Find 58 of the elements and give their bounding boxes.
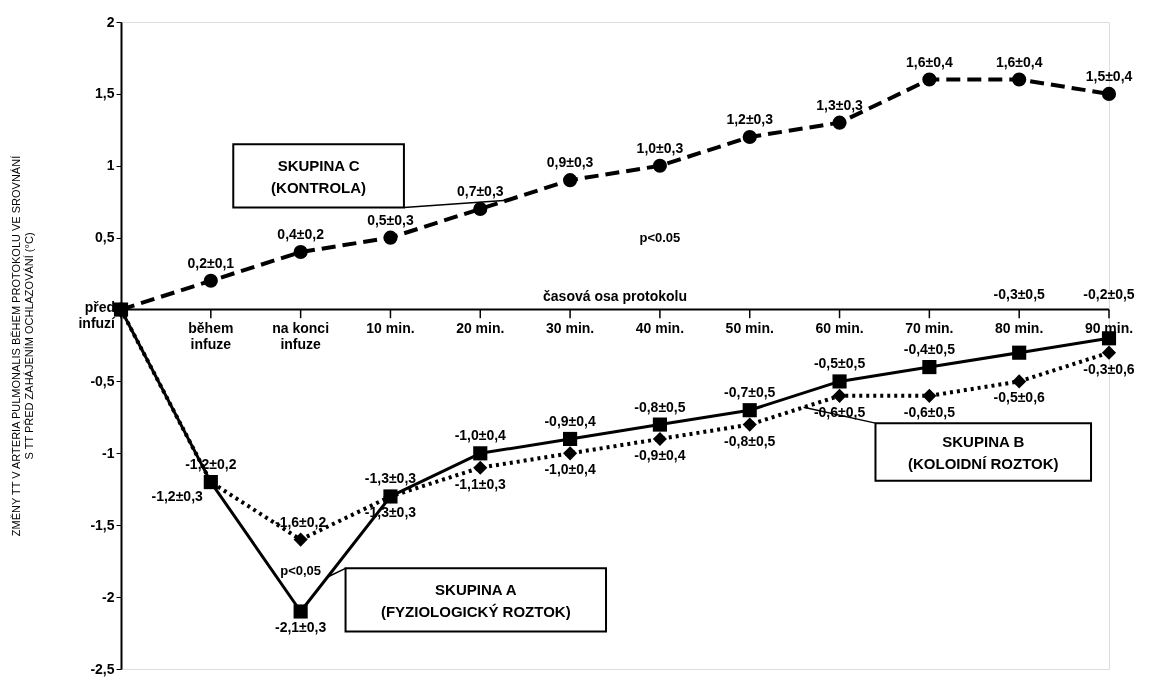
x-tick-label: 30 min. bbox=[545, 319, 595, 336]
data-label: -0,3±0,6 bbox=[1083, 360, 1135, 377]
data-label: -1,0±0,4 bbox=[454, 427, 507, 444]
data-label: -1,0±0,4 bbox=[544, 461, 596, 478]
y-tick-label: 1 bbox=[106, 157, 115, 174]
data-label: -0,3±0,5 bbox=[993, 285, 1046, 302]
x-tick-label: 50 min. bbox=[725, 319, 774, 336]
data-label: -0,7±0,5 bbox=[724, 384, 776, 401]
data-label: 0,4±0,2 bbox=[277, 226, 325, 243]
y-tick-label: -1,5 bbox=[90, 516, 115, 533]
data-label: 0,9±0,3 bbox=[546, 154, 594, 171]
data-label: 0,7±0,3 bbox=[456, 182, 504, 199]
y-tick-label: -2,5 bbox=[90, 660, 115, 677]
data-label: -2,1±0,3 bbox=[275, 619, 327, 636]
y-tick-label: 0,5 bbox=[95, 229, 115, 246]
annotation: p<0.05 bbox=[639, 229, 681, 245]
x-tick-label: 60 min. bbox=[815, 319, 864, 336]
x-tick-label: 40 min. bbox=[635, 319, 685, 336]
data-label: -1,3±0,3 bbox=[364, 470, 417, 487]
data-label: 1,6±0,4 bbox=[906, 53, 953, 70]
x-tick-label: na konci infuze bbox=[272, 319, 330, 352]
data-label: -0,2±0,5 bbox=[1083, 285, 1135, 302]
annotation: p<0,05 bbox=[280, 563, 322, 579]
text: SKUPINA C (KONTROLA) bbox=[271, 156, 367, 196]
data-label: -0,5±0,5 bbox=[813, 355, 866, 372]
x-tick-label: 10 min. bbox=[366, 319, 415, 336]
y-axis-title: ZMĚNY TT V ARTERIA PULMONALIS BĚHEM PROTOKOLU VE SROVNÁNÍ S TT PŘED ZAHÁJENÍM OCHLAZOVÁNÍ (°C) bbox=[10, 154, 36, 537]
data-label: -0,4±0,5 bbox=[903, 341, 956, 358]
y-tick-label: 2 bbox=[106, 13, 115, 30]
data-label: -0,5±0,6 bbox=[993, 389, 1046, 406]
data-label: 0,5±0,3 bbox=[367, 211, 414, 228]
x-tick-label: 70 min. bbox=[905, 319, 954, 336]
text: SKUPINA B (KOLOIDNÍ ROZTOK) bbox=[907, 432, 1059, 472]
x-tick-label: 20 min. bbox=[456, 319, 505, 336]
data-label: -1,2±0,3 bbox=[151, 488, 204, 505]
x-axis-title: časová osa protokolu bbox=[543, 287, 687, 304]
data-label: 1,3±0,3 bbox=[816, 96, 864, 113]
x-tick-label: před infuzí bbox=[78, 298, 117, 331]
y-tick-label: 1,5 bbox=[95, 85, 115, 102]
y-tick-label: -0,5 bbox=[90, 372, 115, 389]
data-label: 1,6±0,4 bbox=[995, 53, 1043, 70]
y-tick-label: -2 bbox=[102, 588, 115, 605]
data-label: 1,2±0,3 bbox=[726, 111, 774, 128]
data-label: -0,8±0,5 bbox=[724, 432, 776, 449]
data-label: -1,1±0,3 bbox=[454, 475, 507, 492]
x-tick-label: 80 min. bbox=[995, 319, 1044, 336]
data-label: -0,9±0,4 bbox=[634, 446, 686, 463]
data-label: 1,5±0,4 bbox=[1085, 67, 1133, 84]
text: SKUPINA A (FYZIOLOGICKÝ ROZTOK) bbox=[380, 580, 571, 620]
data-label: 0,2±0,1 bbox=[187, 254, 235, 271]
x-tick-label: během infuze bbox=[188, 319, 234, 352]
data-label: -0,6±0,5 bbox=[903, 403, 956, 420]
data-label: -0,9±0,4 bbox=[544, 412, 596, 429]
x-tick-label: 90 min. bbox=[1084, 319, 1134, 336]
data-label: -1,6±0,2 bbox=[275, 513, 327, 530]
data-label: -0,8±0,5 bbox=[634, 398, 686, 415]
data-label: 1,0±0,3 bbox=[636, 139, 684, 156]
y-tick-label: -1 bbox=[102, 444, 115, 461]
